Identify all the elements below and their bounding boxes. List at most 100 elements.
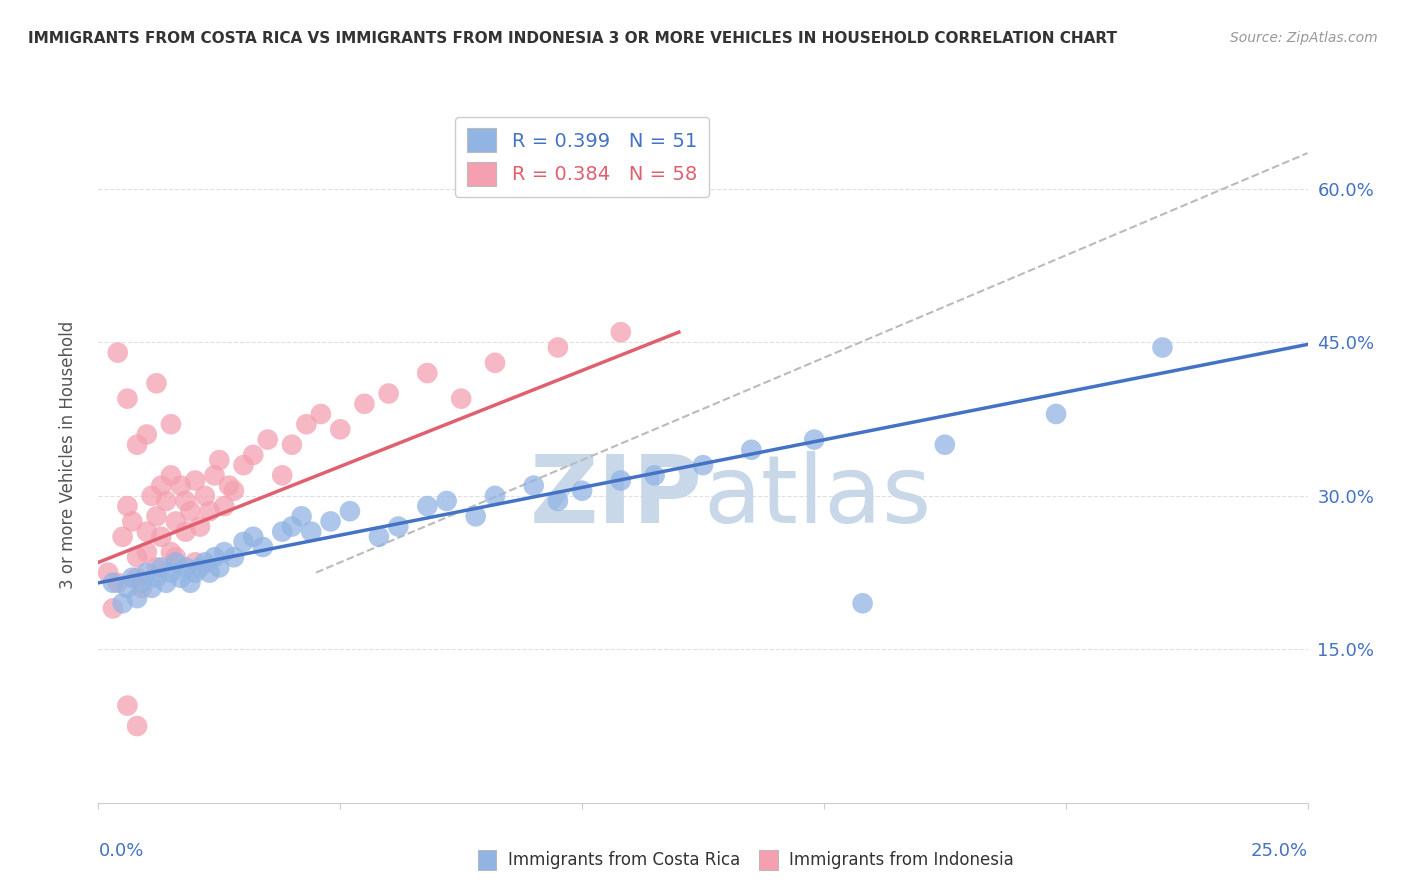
- Point: [127, 438, 149, 452]
- Point: [212, 545, 235, 559]
- Point: [295, 417, 318, 432]
- Point: [135, 427, 157, 442]
- Point: [145, 376, 167, 391]
- Point: [97, 566, 120, 580]
- Point: [252, 540, 274, 554]
- Point: [692, 458, 714, 472]
- Point: [107, 345, 129, 359]
- Point: [204, 550, 226, 565]
- Point: [184, 566, 207, 580]
- Point: [450, 392, 472, 406]
- Point: [299, 524, 322, 539]
- Point: [184, 555, 207, 569]
- Point: [111, 530, 134, 544]
- Point: [353, 397, 375, 411]
- Point: [117, 698, 139, 713]
- Point: [610, 474, 633, 488]
- Y-axis label: 3 or more Vehicles in Household: 3 or more Vehicles in Household: [59, 321, 77, 589]
- Point: [198, 566, 221, 580]
- Point: [141, 581, 163, 595]
- Point: [179, 575, 201, 590]
- Point: [803, 433, 825, 447]
- Point: [155, 575, 177, 590]
- Text: IMMIGRANTS FROM COSTA RICA VS IMMIGRANTS FROM INDONESIA 3 OR MORE VEHICLES IN HO: IMMIGRANTS FROM COSTA RICA VS IMMIGRANTS…: [28, 31, 1118, 46]
- Point: [271, 468, 294, 483]
- Point: [416, 366, 439, 380]
- Point: [571, 483, 593, 498]
- Point: [319, 515, 342, 529]
- Text: 25.0%: 25.0%: [1250, 842, 1308, 860]
- Point: [101, 575, 124, 590]
- Point: [117, 392, 139, 406]
- Point: [131, 581, 153, 595]
- Point: [101, 601, 124, 615]
- Point: [160, 566, 183, 580]
- Point: [377, 386, 399, 401]
- Point: [1045, 407, 1067, 421]
- Text: Source: ZipAtlas.com: Source: ZipAtlas.com: [1230, 31, 1378, 45]
- Point: [131, 575, 153, 590]
- Point: [107, 575, 129, 590]
- Point: [127, 550, 149, 565]
- Point: [194, 555, 217, 569]
- Point: [368, 530, 391, 544]
- Point: [188, 560, 211, 574]
- Point: [523, 478, 546, 492]
- Point: [256, 433, 278, 447]
- Point: [165, 515, 187, 529]
- Point: [416, 499, 439, 513]
- Point: [184, 474, 207, 488]
- Point: [464, 509, 486, 524]
- Text: atlas: atlas: [703, 450, 931, 542]
- Text: Immigrants from Indonesia: Immigrants from Indonesia: [789, 851, 1014, 869]
- Point: [121, 515, 143, 529]
- Point: [145, 560, 167, 574]
- Point: [145, 509, 167, 524]
- Point: [121, 571, 143, 585]
- Point: [387, 519, 409, 533]
- Point: [271, 524, 294, 539]
- Point: [150, 478, 173, 492]
- Point: [155, 494, 177, 508]
- Point: [169, 571, 191, 585]
- Point: [222, 550, 245, 565]
- Point: [204, 468, 226, 483]
- Point: [135, 566, 157, 580]
- Point: [174, 494, 197, 508]
- Point: [339, 504, 361, 518]
- Point: [150, 530, 173, 544]
- Point: [174, 524, 197, 539]
- Point: [145, 571, 167, 585]
- Point: [436, 494, 458, 508]
- Point: [135, 545, 157, 559]
- Point: [547, 494, 569, 508]
- Text: Immigrants from Costa Rica: Immigrants from Costa Rica: [508, 851, 740, 869]
- Point: [188, 519, 211, 533]
- Point: [127, 591, 149, 606]
- Point: [281, 438, 304, 452]
- Point: [290, 509, 312, 524]
- Point: [160, 468, 183, 483]
- Point: [484, 489, 506, 503]
- Point: [281, 519, 304, 533]
- Point: [160, 417, 183, 432]
- Point: [150, 560, 173, 574]
- Point: [222, 483, 245, 498]
- Point: [127, 719, 149, 733]
- Point: [194, 489, 217, 503]
- Point: [198, 504, 221, 518]
- Text: 0.0%: 0.0%: [98, 842, 143, 860]
- Point: [165, 550, 187, 565]
- Point: [610, 325, 633, 339]
- Point: [740, 442, 762, 457]
- Point: [852, 596, 875, 610]
- Point: [174, 560, 197, 574]
- Point: [309, 407, 332, 421]
- Point: [160, 545, 183, 559]
- Point: [169, 478, 191, 492]
- Point: [242, 448, 264, 462]
- Point: [212, 499, 235, 513]
- Legend: R = 0.399   N = 51, R = 0.384   N = 58: R = 0.399 N = 51, R = 0.384 N = 58: [456, 117, 709, 197]
- Point: [117, 499, 139, 513]
- Point: [242, 530, 264, 544]
